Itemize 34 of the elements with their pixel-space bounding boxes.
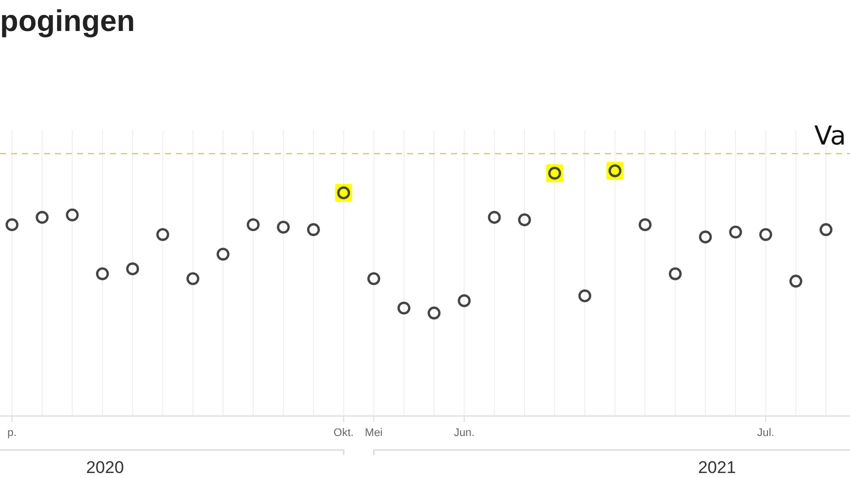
point (578, 289, 592, 302)
point (6, 218, 18, 232)
x-tick-label: p. (7, 427, 17, 439)
point (458, 294, 471, 308)
point (186, 272, 200, 286)
point (729, 226, 742, 239)
point (156, 228, 170, 241)
point (36, 210, 49, 224)
x-tick-label: Jul. (757, 427, 774, 439)
text: 2021 (698, 458, 736, 477)
point (820, 223, 832, 236)
point (246, 218, 260, 232)
point (789, 274, 802, 288)
chart-title: pogingen (0, 5, 135, 38)
point (96, 267, 109, 280)
point (307, 223, 320, 236)
point (759, 228, 772, 241)
point (698, 230, 712, 244)
x-tick-label: Okt. (334, 427, 354, 439)
point (638, 218, 652, 232)
point (126, 262, 140, 276)
point (428, 306, 441, 320)
x-tick-label: Mei (364, 427, 383, 439)
point (397, 302, 410, 315)
text: 2020 (86, 458, 124, 477)
x-tick-label: Jun. (454, 427, 475, 439)
point (668, 267, 682, 280)
point (66, 208, 79, 222)
point (488, 210, 501, 224)
point (518, 213, 531, 226)
point (216, 248, 230, 261)
point (276, 220, 290, 234)
ref-line-label: Va (814, 122, 846, 152)
point (367, 272, 380, 286)
